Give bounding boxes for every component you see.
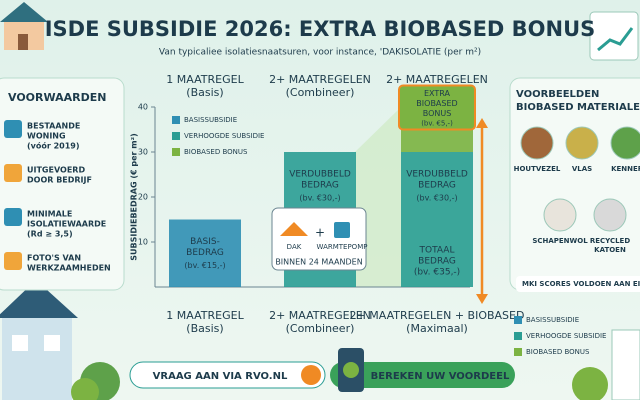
segment-label: BASIS- bbox=[190, 237, 220, 247]
materials-note-box bbox=[516, 276, 640, 292]
segment-label: VERDUBBELD bbox=[289, 170, 351, 180]
material-icon bbox=[543, 198, 577, 232]
segment-label: BEDRAG bbox=[186, 248, 224, 258]
y-tick-label: 10 bbox=[138, 238, 148, 247]
x-tick-label: 2+ MAATREGELEN + BIOBASED bbox=[350, 309, 525, 322]
segment-label: EXTRA bbox=[424, 89, 451, 98]
x-tick-label: 2+ MAATREGELEN bbox=[269, 309, 371, 322]
material-label: KATOEN bbox=[594, 246, 626, 254]
panel-title: VOORWAARDEN bbox=[8, 91, 106, 104]
callout-item: WARMTEPOMP bbox=[317, 243, 368, 251]
legend-label: VERHOOGDE SUBSIDIE bbox=[526, 332, 606, 340]
condition-text: WERKZAAMHEDEN bbox=[27, 264, 111, 273]
material-icon bbox=[520, 126, 554, 160]
material-label: RECYCLED bbox=[590, 237, 631, 245]
condition-text: WONING bbox=[27, 132, 66, 141]
segment-label: BONUS bbox=[423, 109, 452, 118]
condition-text: (Rd ≥ 3,5) bbox=[27, 230, 73, 239]
apply-button[interactable] bbox=[129, 361, 326, 389]
x-tick-label: 1 MAATREGEL bbox=[166, 309, 244, 322]
column-header: 1 MAATREGEL bbox=[166, 73, 244, 86]
x-tick-label: (Combineer) bbox=[286, 322, 355, 335]
value-label: (bv. €5,-) bbox=[421, 120, 453, 128]
material-label: HOUTVEZEL bbox=[514, 165, 561, 173]
y-tick-label: 30 bbox=[138, 148, 148, 157]
panel-title: BIOBASED MATERIALEN bbox=[516, 102, 640, 113]
warmtepomp-icon bbox=[334, 222, 350, 238]
search-icon bbox=[301, 365, 321, 385]
total-label: TOTAAL bbox=[419, 246, 455, 256]
title: ISDE SUBSIDIE 2026: EXTRA BIOBASED BONUS bbox=[45, 17, 596, 41]
callout-item: DAK bbox=[287, 243, 302, 251]
condition-text: MINIMALE bbox=[27, 210, 72, 219]
material-label: KENNEP bbox=[611, 165, 640, 173]
column-header: (Combineer) bbox=[286, 86, 355, 99]
bar-segment bbox=[401, 152, 473, 287]
materials-note: MKI SCORES VOLDOEN AAN EISEN bbox=[522, 280, 640, 288]
material-label: VLAS bbox=[572, 165, 592, 173]
y-tick-label: 20 bbox=[138, 193, 148, 202]
condition-text: FOTO'S VAN bbox=[27, 254, 81, 263]
legend-swatch bbox=[514, 348, 522, 356]
segment-label: VERDUBBELD bbox=[406, 170, 468, 180]
legend-label: BASISSUBSIDIE bbox=[184, 116, 237, 124]
material-label: SCHAPENWOL bbox=[532, 237, 588, 245]
apply-label[interactable]: VRAAG AAN VIA RVO.NL bbox=[153, 371, 288, 382]
material-icon bbox=[593, 198, 627, 232]
legend-swatch bbox=[514, 332, 522, 340]
calculate-button[interactable] bbox=[330, 362, 515, 388]
condition-text: DOOR BEDRIJF bbox=[27, 176, 92, 185]
dak-icon bbox=[280, 222, 308, 236]
plus-sign: + bbox=[315, 226, 325, 240]
segment-label: BEDRAG bbox=[418, 181, 456, 191]
condition-text: ISOLATIEWAARDE bbox=[27, 220, 106, 229]
subtitle: Van typicaliee isolatiesnaatsuren, voor … bbox=[159, 48, 481, 58]
legend-label: BIOBASED BONUS bbox=[184, 148, 248, 156]
column-header: 2+ MAATREGELEN bbox=[269, 73, 371, 86]
legend-label: BIOBASED BONUS bbox=[526, 348, 590, 356]
condition-icon bbox=[4, 252, 22, 270]
check-icon bbox=[343, 362, 359, 378]
legend-label: VERHOOGDE SUBSIDIE bbox=[184, 132, 264, 140]
column-header: 2+ MAATREGELEN bbox=[386, 73, 488, 86]
segment-label: BIOBASED bbox=[416, 99, 457, 108]
panel-title: VOORBEELDEN bbox=[516, 89, 599, 100]
y-tick-label: 40 bbox=[138, 103, 148, 112]
segment-label: BEDRAG bbox=[301, 181, 339, 191]
conditions-panel bbox=[0, 77, 125, 291]
value-label: (bv. €15,-) bbox=[184, 261, 225, 270]
total-label: BEDRAG bbox=[418, 257, 456, 267]
arrow-head bbox=[476, 294, 488, 304]
column-header: (Basis) bbox=[186, 86, 223, 99]
callout-text: BINNEN 24 MAANDEN bbox=[275, 258, 362, 267]
condition-icon bbox=[4, 120, 22, 138]
legend-swatch bbox=[514, 316, 522, 324]
condition-icon bbox=[4, 208, 22, 226]
value-label: (bv. €30,-) bbox=[416, 194, 457, 203]
legend-swatch bbox=[172, 116, 180, 124]
bar-segment bbox=[401, 129, 473, 152]
calculate-label[interactable]: BEREKEN UW VOORDEEL bbox=[371, 371, 510, 382]
value-label: (bv. €30,-) bbox=[299, 194, 340, 203]
x-tick-label: (Basis) bbox=[186, 322, 223, 335]
house-right bbox=[572, 11, 640, 400]
total-label: (bv. €35,-) bbox=[414, 268, 460, 278]
legend-label: BASISSUBSIDIE bbox=[526, 316, 579, 324]
material-icon bbox=[565, 126, 599, 160]
condition-text: (vóór 2019) bbox=[27, 141, 80, 151]
condition-icon bbox=[4, 164, 22, 182]
arrow-head bbox=[476, 118, 488, 128]
material-icon bbox=[610, 126, 640, 160]
segment-label-box bbox=[398, 84, 476, 131]
condition-text: BESTAANDE bbox=[27, 122, 80, 131]
legend-swatch bbox=[172, 148, 180, 156]
legend-swatch bbox=[172, 132, 180, 140]
condition-text: UITGEVOERD bbox=[27, 166, 85, 175]
bar-segment bbox=[169, 219, 241, 287]
x-tick-label: (Maximaal) bbox=[406, 322, 468, 335]
y-axis-label: SUBSIDIEBEDRAG (€ per m²) bbox=[130, 133, 139, 260]
house-left bbox=[0, 2, 120, 400]
